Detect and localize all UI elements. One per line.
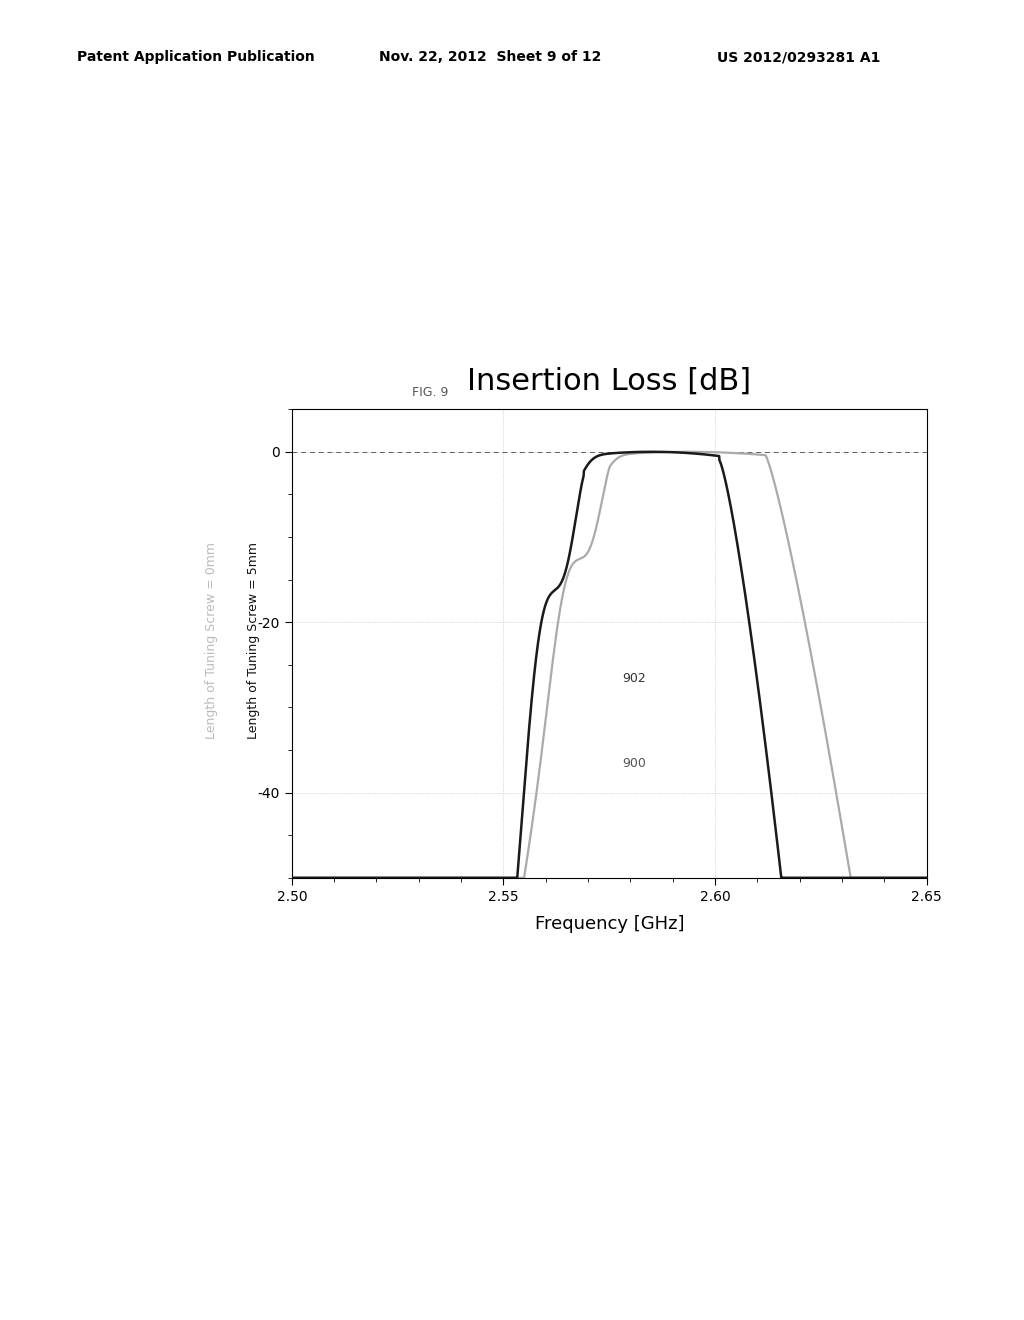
Text: Length of Tuning Screw = 5mm: Length of Tuning Screw = 5mm — [248, 541, 260, 739]
Text: Nov. 22, 2012  Sheet 9 of 12: Nov. 22, 2012 Sheet 9 of 12 — [379, 50, 601, 65]
X-axis label: Frequency [GHz]: Frequency [GHz] — [535, 915, 684, 933]
Text: 900: 900 — [622, 758, 646, 770]
Text: Length of Tuning Screw = 0mm: Length of Tuning Screw = 0mm — [206, 541, 218, 739]
Text: US 2012/0293281 A1: US 2012/0293281 A1 — [717, 50, 881, 65]
Title: Insertion Loss [dB]: Insertion Loss [dB] — [467, 367, 752, 396]
Text: FIG. 9: FIG. 9 — [412, 385, 449, 399]
Text: Patent Application Publication: Patent Application Publication — [77, 50, 314, 65]
Text: 902: 902 — [622, 672, 646, 685]
